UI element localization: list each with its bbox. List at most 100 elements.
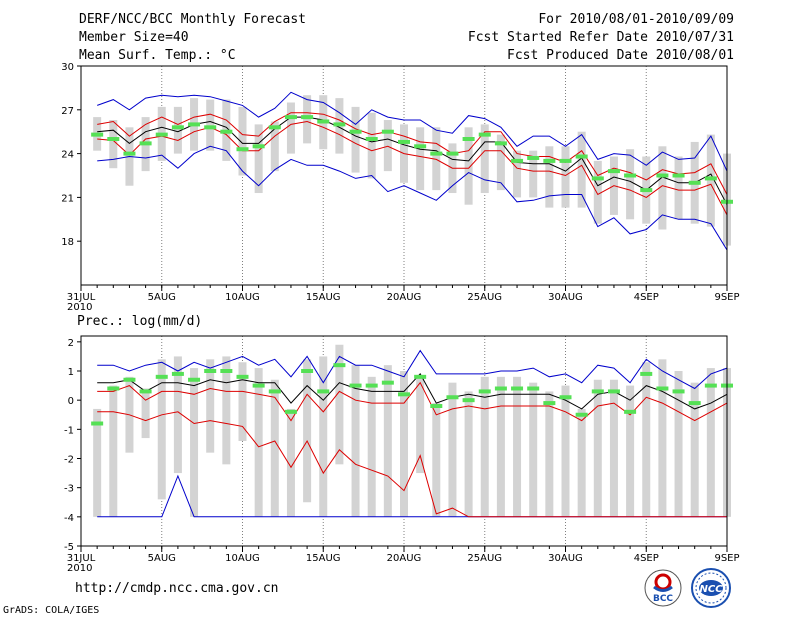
median-mark xyxy=(575,154,588,159)
median-mark xyxy=(672,389,685,394)
ensemble-box xyxy=(270,121,279,172)
median-mark xyxy=(494,386,507,391)
median-mark xyxy=(188,122,201,127)
median-mark xyxy=(236,374,249,379)
y-tick-label: 21 xyxy=(61,193,74,204)
ensemble-box xyxy=(706,134,715,227)
median-mark xyxy=(414,144,427,149)
ensemble-mean-line xyxy=(97,116,728,205)
ensemble-box xyxy=(303,359,312,503)
x-tick-label: 9SEP xyxy=(714,553,739,564)
median-mark xyxy=(624,173,637,178)
ensemble-box xyxy=(109,385,118,517)
median-mark xyxy=(543,158,556,163)
ensemble-box xyxy=(141,388,150,439)
median-mark xyxy=(430,404,443,408)
ensemble-box xyxy=(367,112,376,179)
x-tick-label: 9SEP xyxy=(714,292,739,303)
ensemble-box xyxy=(383,365,392,517)
ensemble-box xyxy=(496,134,505,191)
member-size: Member Size=40 xyxy=(79,30,189,45)
median-mark xyxy=(365,383,378,388)
ensemble-box xyxy=(222,356,231,465)
max-line xyxy=(97,349,728,390)
ensemble-box xyxy=(593,379,602,517)
median-mark xyxy=(511,386,524,391)
median-mark xyxy=(462,398,475,403)
ensemble-box xyxy=(416,376,425,474)
median-mark xyxy=(607,169,620,174)
ensemble-box xyxy=(93,408,102,517)
grads-credit: GrADS: COLA/IGES xyxy=(3,605,100,616)
median-mark xyxy=(559,395,572,400)
median-mark xyxy=(220,129,233,134)
ensemble-box xyxy=(545,391,554,517)
ensemble-box xyxy=(206,99,215,151)
median-mark xyxy=(252,383,265,388)
x-tick-label: 10AUG xyxy=(225,553,260,564)
ensemble-box xyxy=(109,120,118,169)
ensemble-box xyxy=(658,359,667,517)
upper-spread-line xyxy=(97,112,728,195)
median-mark xyxy=(607,389,620,394)
ensemble-box xyxy=(674,371,683,517)
median-mark xyxy=(123,151,136,156)
ensemble-box xyxy=(448,382,457,517)
median-mark xyxy=(301,369,314,373)
median-mark xyxy=(139,141,152,146)
temperature-panel: 18 21 24 27 30 31JUL 5AUG 10AUG 15AUG 20AUG 25AUG 3… xyxy=(61,62,739,313)
median-mark xyxy=(704,176,717,181)
median-mark xyxy=(284,409,297,414)
median-mark xyxy=(139,389,152,394)
ensemble-box xyxy=(416,127,425,191)
x-tick-label: 15AUG xyxy=(306,553,341,564)
max-line xyxy=(97,91,728,172)
median-mark xyxy=(640,371,653,376)
ensemble-box xyxy=(658,146,667,230)
median-mark xyxy=(155,132,168,137)
x-tick-label: 15AUG xyxy=(306,292,341,303)
median-mark xyxy=(91,421,104,426)
ensemble-box xyxy=(626,385,635,517)
median-mark xyxy=(543,401,556,406)
x-tick-label: 20AUG xyxy=(387,292,422,303)
y-tick-label: 18 xyxy=(61,237,74,248)
y-tick-label: 2 xyxy=(68,338,74,349)
ensemble-box xyxy=(561,385,570,517)
median-mark xyxy=(704,383,717,388)
y-tick-label: 1 xyxy=(68,367,74,378)
x-tick-label: 31JUL xyxy=(67,553,96,564)
x-tick-label: 25AUG xyxy=(467,553,502,564)
ensemble-box xyxy=(286,102,295,154)
median-mark xyxy=(317,389,330,394)
ensemble-box xyxy=(529,382,538,517)
median-mark xyxy=(252,144,265,149)
median-mark xyxy=(446,151,459,156)
median-mark xyxy=(268,125,281,130)
median-mark xyxy=(333,363,346,368)
x-tick-label: 30AUG xyxy=(548,553,583,564)
median-mark xyxy=(381,380,394,385)
median-mark xyxy=(268,389,281,394)
x-tick-label: 31JUL xyxy=(67,292,96,303)
forecast-range: For 2010/08/01-2010/09/09 xyxy=(538,12,734,27)
median-mark xyxy=(559,158,572,163)
ensemble-box xyxy=(706,368,715,517)
panel2-variable: Prec.: log(mm/d) xyxy=(77,314,202,329)
median-mark xyxy=(91,132,104,137)
median-mark xyxy=(204,125,217,130)
ensemble-box xyxy=(238,106,247,176)
y-tick-label: -5 xyxy=(64,542,74,553)
y-tick-label: 24 xyxy=(61,150,74,161)
ensemble-box xyxy=(383,120,392,172)
median-mark xyxy=(349,129,362,134)
ensemble-box xyxy=(254,124,263,194)
ensemble-box xyxy=(319,356,328,517)
ensemble-box xyxy=(529,150,538,198)
ensemble-box xyxy=(206,359,215,453)
median-mark xyxy=(494,141,507,146)
median-mark xyxy=(511,158,524,163)
footer-url[interactable]: http://cmdp.ncc.cma.gov.cn xyxy=(75,581,279,596)
x-tick-label: 10AUG xyxy=(225,292,260,303)
median-mark xyxy=(301,115,314,120)
